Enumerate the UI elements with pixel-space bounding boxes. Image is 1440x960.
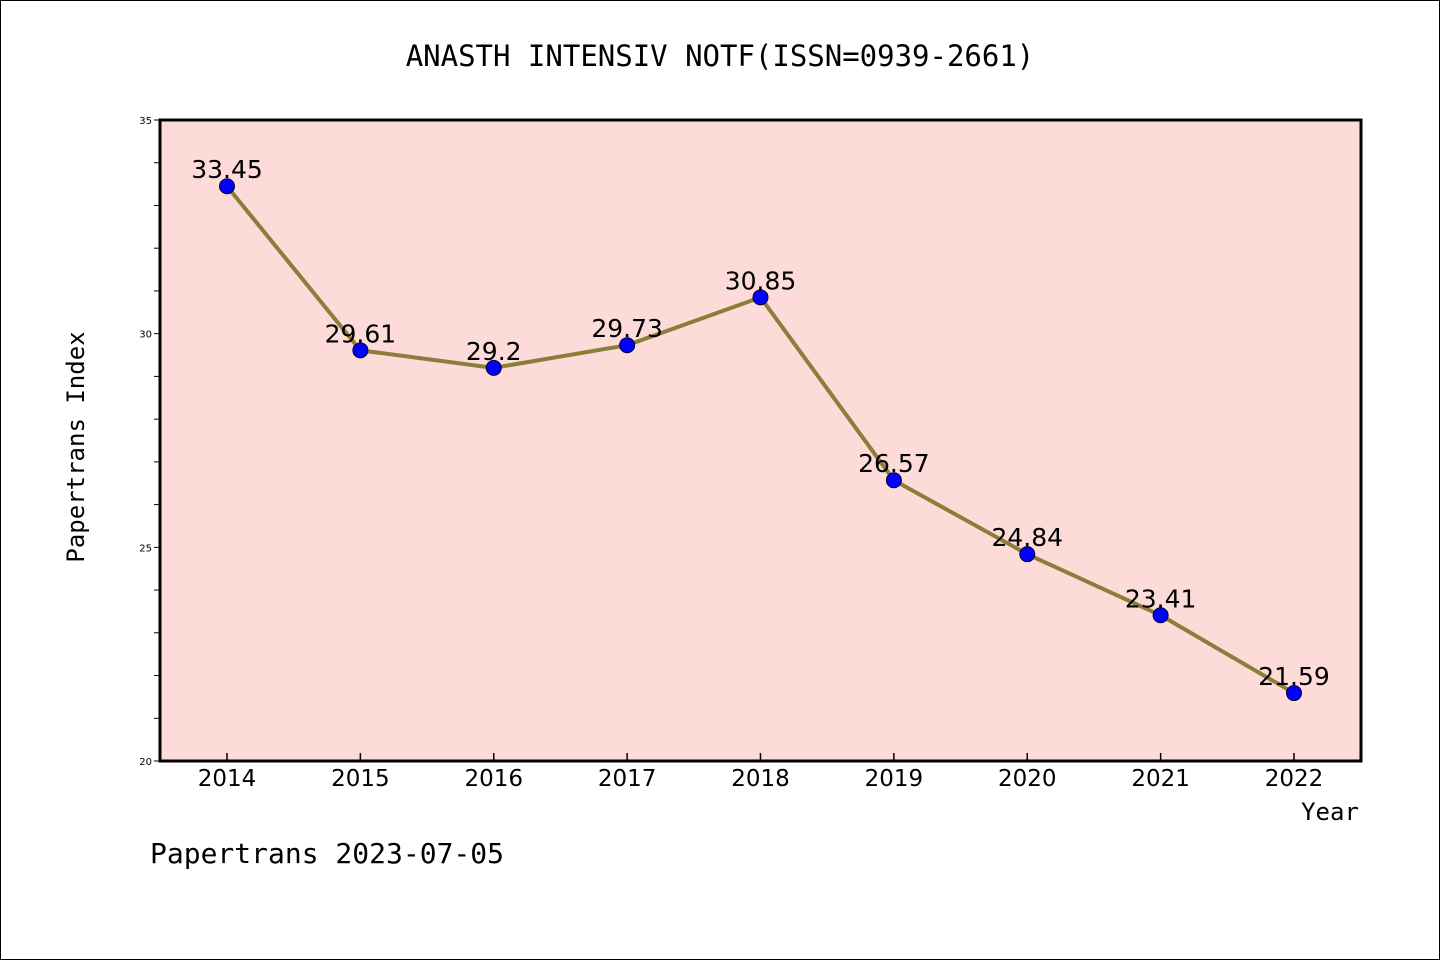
x-tick-label: 2020 (998, 766, 1057, 792)
x-tick-label: 2019 (865, 766, 924, 792)
x-tick-label: 2021 (1131, 766, 1190, 792)
data-label: 21.59 (1258, 662, 1330, 691)
chart-title: ANASTH INTENSIV NOTF(ISSN=0939-2661) (406, 39, 1035, 73)
data-point (1152, 607, 1169, 624)
data-label: 30.85 (725, 266, 797, 295)
data-point (1286, 685, 1302, 702)
x-tick-label: 2016 (464, 766, 523, 792)
x-tick-label: 2017 (598, 766, 657, 792)
x-tick-label: 2014 (198, 766, 257, 792)
data-point (619, 337, 636, 354)
data-point (352, 342, 369, 359)
x-axis: 2014 2015 2016 2017 2018 2019 2020 2021 2022 (198, 753, 1324, 792)
x-tick-label: 2015 (331, 766, 390, 792)
footer-text: Papertrans 2023-07-05 (150, 837, 504, 870)
data-label: 29.73 (591, 314, 663, 343)
plot-border (158, 118, 1363, 763)
data-label: 23.41 (1125, 584, 1197, 613)
series-markers (219, 178, 1302, 702)
x-tick-label: 2018 (731, 766, 790, 792)
data-point (885, 472, 902, 489)
data-label: 29.2 (466, 337, 522, 366)
y-axis-label: Papertrans Index (62, 331, 90, 562)
data-label: 26.57 (858, 449, 930, 478)
data-point (485, 359, 502, 376)
data-labels: 33.45 29.61 29.2 29.73 30.85 26.57 24.84 23.41 2… (191, 155, 1330, 691)
plot-area (160, 120, 1361, 761)
y-axis: 20 25 30 35 (139, 116, 160, 768)
data-point (219, 178, 235, 195)
y-tick-label: 35 (139, 116, 152, 127)
data-point (752, 289, 769, 306)
y-tick-label: 25 (139, 543, 152, 554)
x-tick-label: 2022 (1265, 766, 1324, 792)
y-tick-label: 20 (139, 757, 152, 768)
y-tick-label: 30 (139, 330, 152, 341)
data-label: 24.84 (991, 523, 1063, 552)
data-label: 33.45 (191, 155, 263, 184)
data-point (1019, 546, 1036, 563)
x-axis-label: Year (1301, 798, 1359, 826)
data-label: 29.61 (325, 319, 397, 348)
